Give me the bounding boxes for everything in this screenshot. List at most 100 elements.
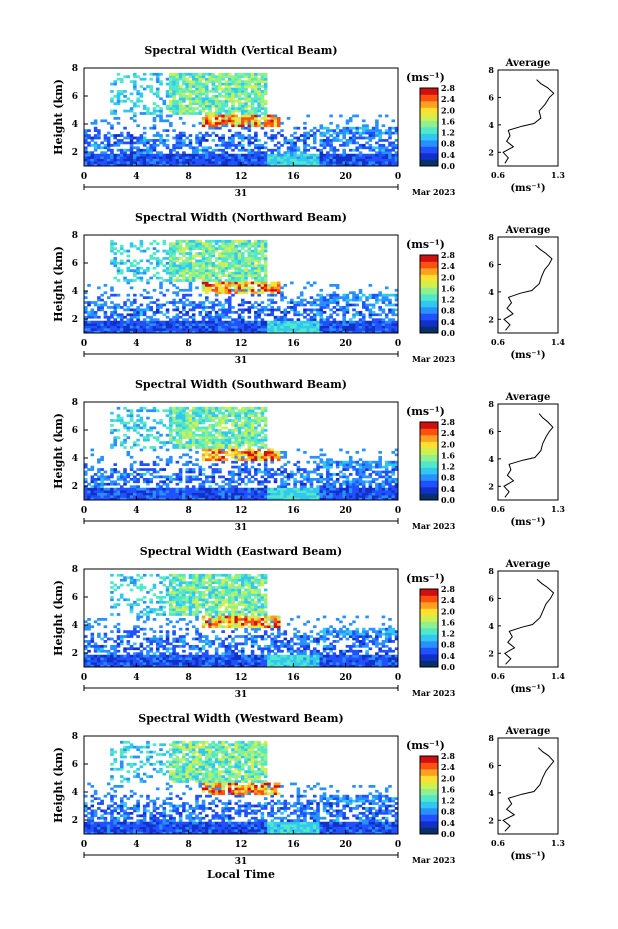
heatmap-cell	[87, 495, 91, 498]
heatmap-cell	[218, 124, 222, 128]
heatmap-cell	[175, 424, 180, 427]
heatmap-cell	[303, 330, 307, 334]
heatmap-cell	[231, 94, 235, 98]
heatmap-cell	[362, 318, 366, 322]
heatmap-cell	[106, 136, 111, 140]
heatmap-cell	[129, 163, 134, 167]
heatmap-cell	[257, 102, 261, 106]
heatmap-cell	[257, 153, 261, 157]
heatmap-cell	[139, 468, 144, 471]
heatmap-cell	[358, 131, 363, 135]
heatmap-cell	[352, 141, 356, 145]
heatmap-cell	[165, 261, 170, 265]
heatmap-cell	[205, 291, 209, 295]
heatmap-cell	[391, 119, 396, 123]
heatmap-cell	[231, 143, 235, 147]
heatmap-cell	[165, 143, 170, 147]
heatmap-cell	[165, 119, 170, 123]
heatmap-cell	[234, 286, 239, 290]
heatmap-cell	[276, 495, 281, 498]
heatmap-cell	[129, 264, 134, 268]
heatmap-cell	[299, 134, 304, 137]
heatmap-cell	[172, 330, 176, 334]
heatmap-cell	[188, 153, 193, 157]
heatmap-cell	[260, 85, 265, 88]
heatmap-cell	[270, 328, 275, 331]
heatmap-cell	[136, 141, 140, 145]
heatmap-cell	[312, 163, 317, 167]
heatmap-cell	[312, 301, 317, 304]
heatmap-cell	[303, 151, 307, 155]
heatmap-cell	[126, 490, 131, 493]
heatmap-cell	[352, 158, 356, 162]
heatmap-cell	[103, 136, 108, 140]
heatmap-cell	[263, 151, 268, 155]
heatmap-cell	[211, 495, 216, 498]
heatmap-cell	[273, 148, 278, 152]
heatmap-cell	[191, 124, 196, 128]
heatmap-cell	[254, 158, 258, 162]
heatmap-cell	[368, 330, 373, 334]
heatmap-cell	[293, 310, 297, 314]
heatmap-cell	[329, 325, 333, 329]
heatmap-cell	[142, 288, 147, 292]
heatmap-cell	[309, 455, 314, 459]
heatmap-cell	[303, 148, 307, 152]
heatmap-cell	[205, 276, 209, 280]
heatmap-cell	[368, 163, 373, 167]
heatmap-cell	[90, 468, 95, 471]
heatmap-cell	[247, 134, 252, 137]
heatmap-cell	[103, 477, 108, 481]
average-x-tick-label: 1.4	[551, 337, 565, 347]
heatmap-cell	[312, 131, 317, 135]
heatmap-cell	[205, 436, 209, 440]
heatmap-cell	[100, 306, 104, 309]
heatmap-cell	[185, 468, 189, 471]
heatmap-cell	[201, 446, 206, 449]
heatmap-cell	[136, 443, 140, 447]
heatmap-cell	[195, 158, 199, 162]
heatmap-cell	[388, 148, 392, 152]
heatmap-cell	[87, 134, 91, 137]
heatmap-cell	[106, 131, 111, 135]
heatmap-cell	[224, 477, 229, 481]
heatmap-cell	[244, 242, 248, 246]
heatmap-cell	[250, 80, 255, 83]
heatmap-cell	[214, 453, 219, 457]
heatmap-cell	[283, 313, 288, 317]
heatmap-cell	[169, 148, 173, 152]
heatmap-cell	[293, 477, 297, 481]
heatmap-cell	[316, 298, 320, 302]
heatmap-cell	[103, 291, 108, 295]
heatmap-cell	[296, 126, 301, 130]
heatmap-cell	[221, 119, 225, 123]
heatmap-cell	[129, 107, 134, 110]
heatmap-cell	[185, 298, 189, 302]
heatmap-cell	[106, 497, 111, 501]
heatmap-cell	[103, 143, 108, 147]
heatmap-cell	[149, 148, 153, 152]
heatmap-cell	[231, 446, 235, 449]
heatmap-cell	[322, 323, 327, 326]
heatmap-cell	[224, 124, 229, 128]
heatmap-cell	[250, 163, 255, 167]
heatmap-cell	[244, 301, 248, 304]
heatmap-cell	[267, 298, 271, 302]
heatmap-cell	[188, 325, 193, 329]
heatmap-cell	[378, 293, 382, 297]
heatmap-cell	[394, 158, 399, 162]
y-axis-label: Height (km)	[52, 246, 65, 322]
heatmap-cell	[205, 298, 209, 302]
heatmap-cell	[214, 109, 219, 113]
heatmap-cell	[231, 119, 235, 123]
heatmap-cell	[221, 117, 225, 120]
heatmap-cell	[195, 156, 199, 159]
heatmap-cell	[106, 482, 111, 486]
heatmap-cell	[178, 487, 183, 491]
heatmap-cell	[214, 85, 219, 88]
heatmap-cell	[195, 325, 199, 329]
heatmap-cell	[326, 323, 330, 326]
heatmap-cell	[214, 406, 219, 410]
heatmap-cell	[316, 310, 320, 314]
heatmap-cell	[241, 109, 245, 113]
